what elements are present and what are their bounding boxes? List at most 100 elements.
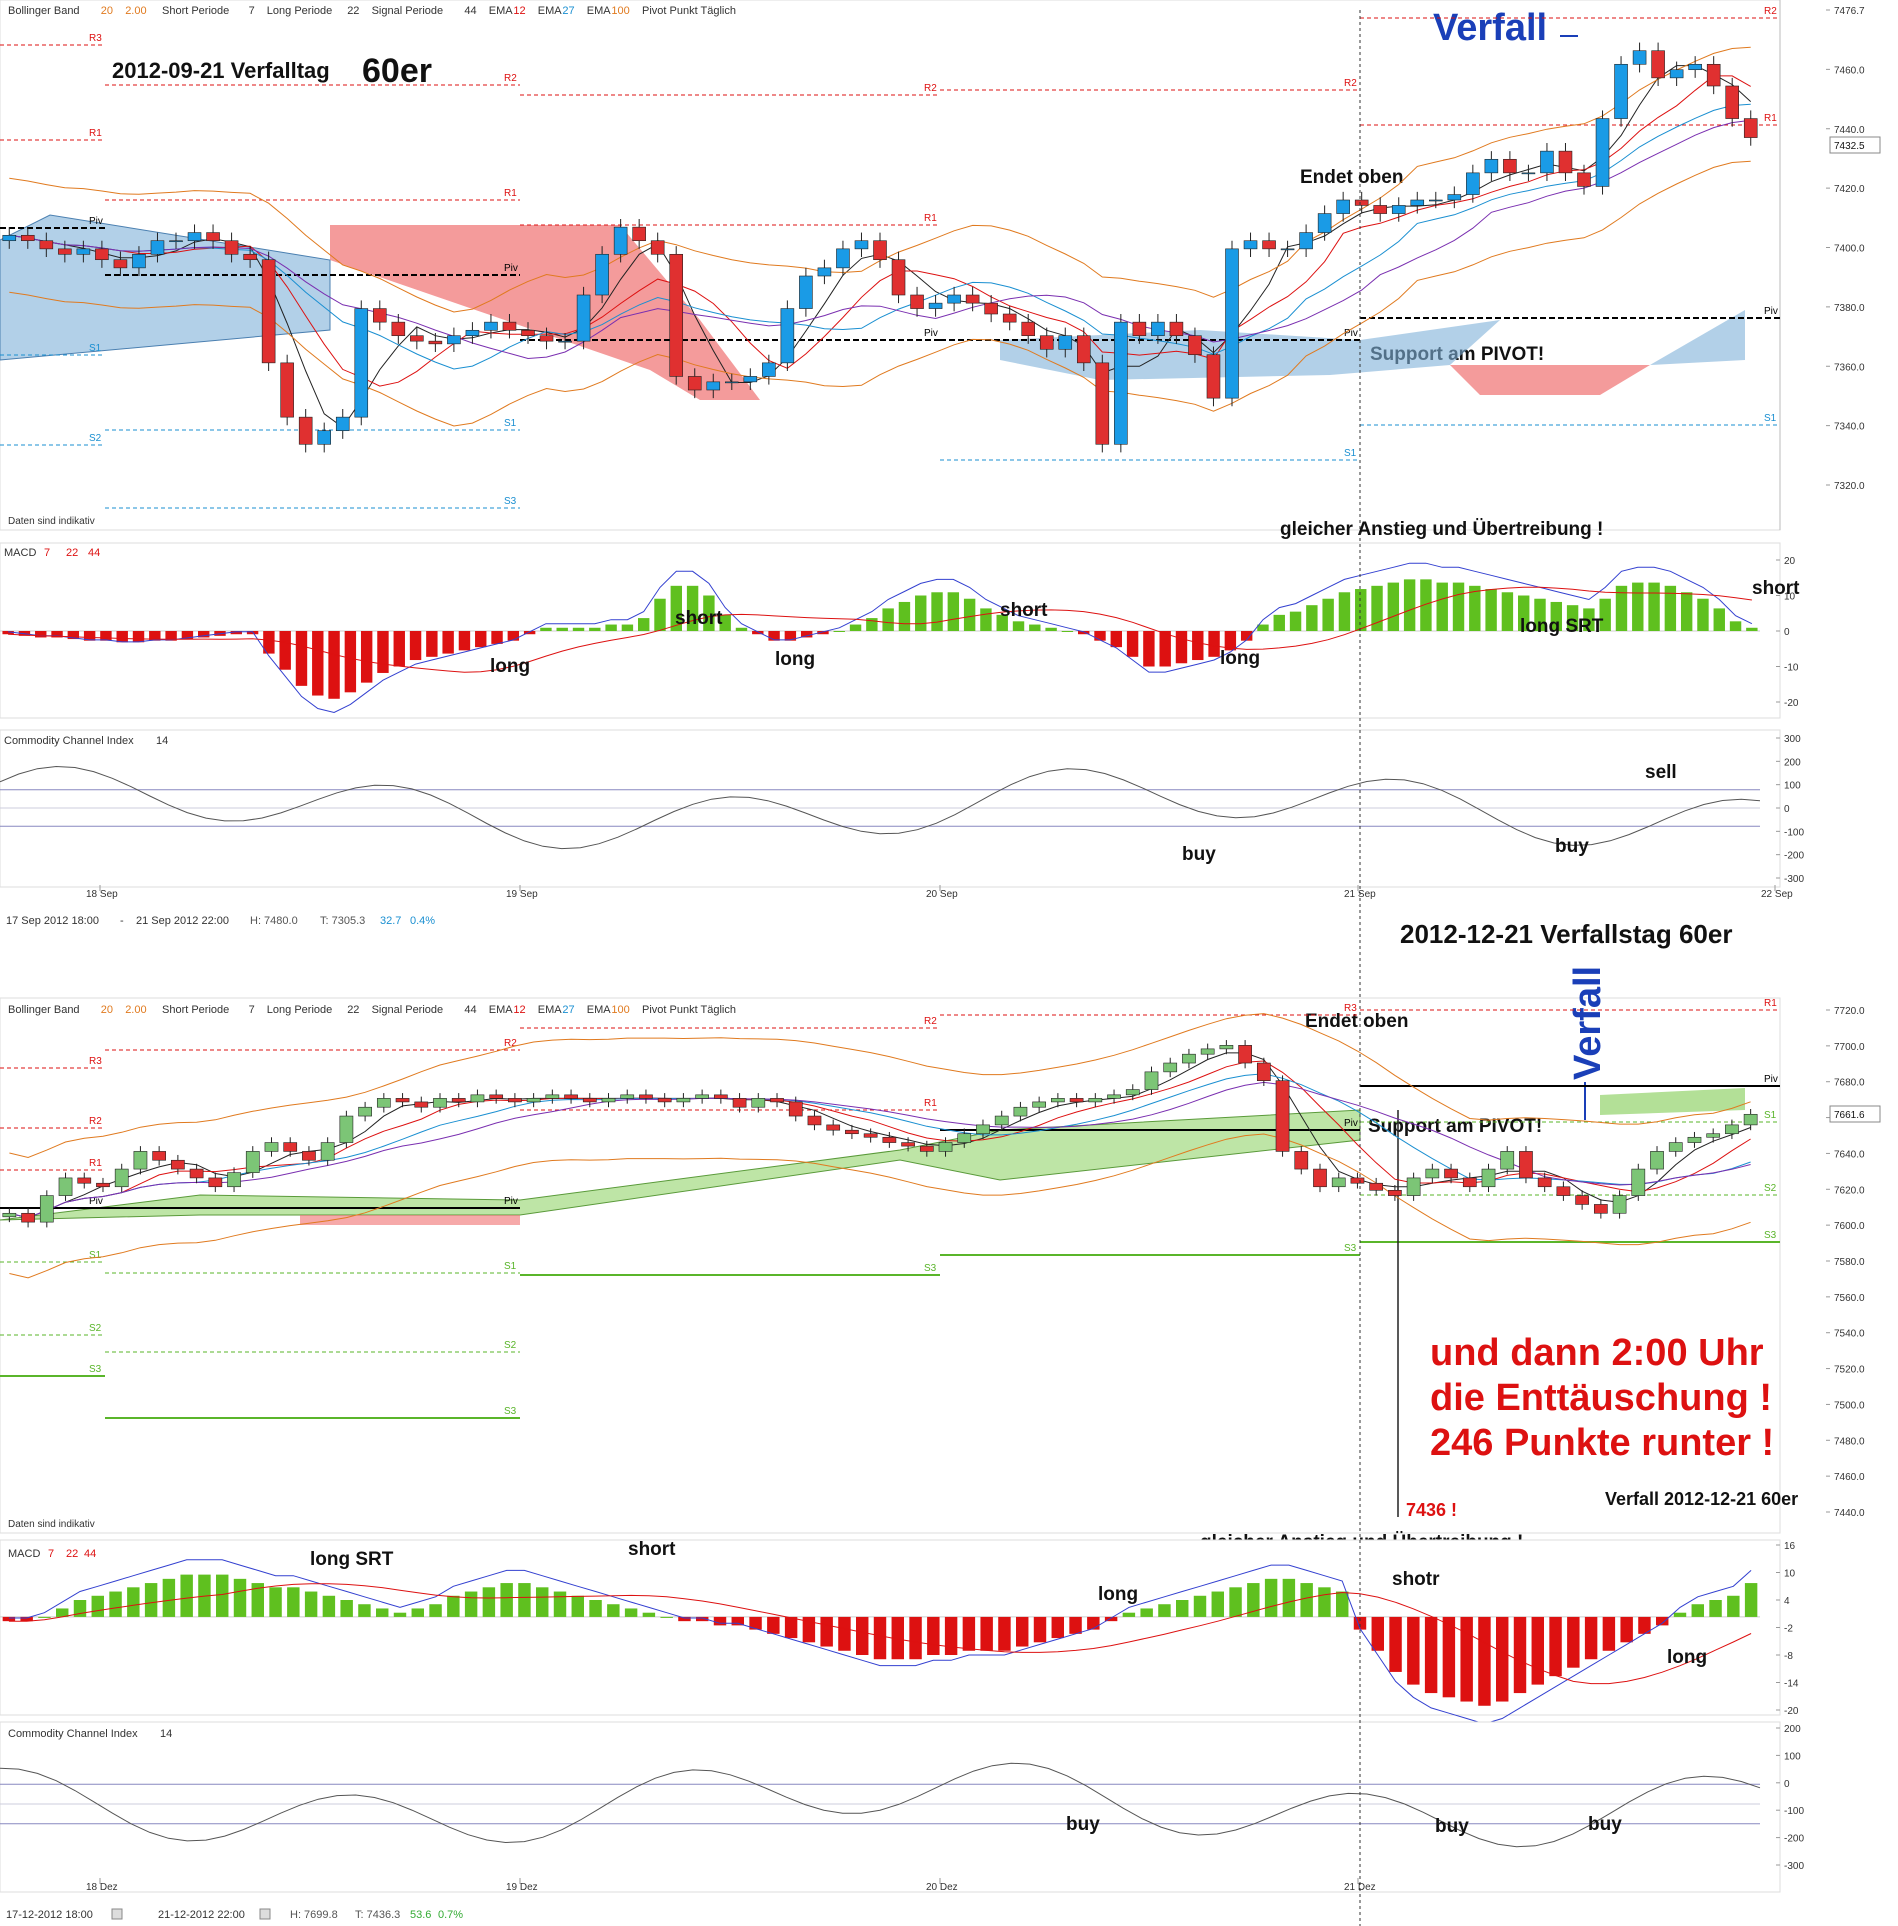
candle-body — [58, 1177, 73, 1196]
axis-tick-label: 7460.0 — [1834, 65, 1865, 76]
macd-bar — [1744, 1583, 1758, 1617]
candle-body — [1262, 240, 1276, 250]
candle-body — [76, 248, 91, 255]
date-label: 22 Sep — [1761, 889, 1793, 900]
bottom-macd-axis: 16 10 4 -2 -8 -14 -20 — [1776, 1541, 1799, 1717]
axis-tick-label: 200 — [1784, 757, 1801, 768]
candle-body — [1317, 213, 1332, 233]
top-footer: 17 Sep 2012 18:00 - 21 Sep 2012 22:00 H:… — [6, 915, 435, 927]
candle-body — [502, 321, 517, 331]
candle-body — [1107, 1094, 1121, 1099]
macd-bar — [735, 627, 748, 631]
macd-bar — [1469, 585, 1481, 631]
macd-bar — [1680, 592, 1693, 631]
pivot-level-label: Piv — [504, 263, 518, 274]
svg-text:T: 7305.3: T: 7305.3 — [320, 915, 365, 927]
macd-bar — [1436, 582, 1448, 631]
macd-bar — [589, 1600, 602, 1617]
macd-bar — [1318, 1587, 1331, 1617]
candle-body — [317, 430, 331, 445]
candle-body — [373, 308, 387, 323]
header-item: 44 — [464, 1004, 476, 1016]
candle-body — [1069, 1098, 1084, 1103]
candle-body — [901, 1142, 915, 1147]
candle-body — [1651, 50, 1665, 79]
candle-body — [1593, 1204, 1608, 1214]
candle-body — [1540, 150, 1554, 174]
macd-bar — [1496, 1616, 1509, 1702]
macd-bar — [447, 1595, 460, 1617]
pivot-level-label: S2 — [89, 433, 102, 444]
svg-text:0.7%: 0.7% — [438, 1909, 463, 1921]
top-cci-signals: buy buy sell — [1182, 762, 1677, 865]
candle-body — [1013, 1106, 1028, 1117]
macd-bar — [849, 624, 862, 631]
calendar-icon — [111, 1908, 123, 1920]
candle-body — [826, 1124, 841, 1131]
candle-body — [1631, 1168, 1646, 1196]
candle-body — [1612, 1195, 1627, 1214]
header-item: Short Periode — [162, 5, 229, 17]
header-item: 27 — [562, 1004, 574, 1016]
top-endet-oben: Endet oben — [1300, 167, 1403, 188]
svg-text:-: - — [120, 915, 124, 927]
pivot-level-label: Piv — [1764, 306, 1778, 317]
macd-bar — [719, 614, 731, 631]
bottom-cci-axis: 200 100 0 -100 -200 -300 — [1776, 1724, 1804, 1872]
bottom-candles — [2, 1040, 1758, 1228]
candle-body — [187, 232, 202, 242]
macd-bar — [731, 1616, 744, 1626]
macd-bar — [1208, 631, 1220, 657]
macd-bar — [322, 1595, 336, 1617]
signal-label: long — [1220, 648, 1260, 669]
macd-bar — [927, 1616, 940, 1655]
macd-line — [8, 562, 1753, 714]
macd-bar — [328, 631, 340, 699]
candle-body — [1521, 172, 1536, 175]
macd-bar — [947, 592, 960, 631]
candle-body — [1354, 199, 1369, 206]
axis-tick-label: 10 — [1784, 1569, 1796, 1580]
bottom-date-axis: 18 Dez 19 Dez 20 Dez 21 Dez — [86, 1878, 1376, 1893]
macd-bar — [768, 631, 780, 641]
candle-body — [1182, 1053, 1196, 1064]
macd-bar — [749, 1616, 762, 1630]
bottom-title: 2012-12-21 Verfallstag 60er — [1400, 919, 1732, 949]
pivot-level-label: S2 — [1764, 1183, 1777, 1194]
candle-body — [21, 1212, 35, 1223]
candle-body — [595, 253, 609, 296]
signal-label: long — [1098, 1584, 1138, 1605]
pivot-level-label: R2 — [1764, 6, 1777, 17]
axis-tick-label: 7580.0 — [1834, 1257, 1865, 1268]
macd-bar — [536, 1587, 549, 1617]
candle-body — [1614, 63, 1628, 119]
candle-body — [539, 335, 554, 342]
candle-body — [1088, 1098, 1103, 1103]
pivot-level-label: Piv — [89, 1196, 103, 1207]
header-item: 12 — [513, 1004, 525, 1016]
candle-body — [1447, 194, 1462, 201]
axis-tick-label: 7360.0 — [1834, 362, 1865, 373]
candle-body — [133, 1151, 148, 1170]
candle-body — [465, 329, 480, 337]
candle-body — [489, 1094, 504, 1099]
ma-line — [9, 75, 1751, 387]
candle-body — [1425, 1168, 1440, 1179]
bottom-price-axis: 7720.0 7700.0 7680.0 7661.6 7640.0 7620.0 7600… — [1826, 1006, 1865, 1519]
candle-body — [732, 1098, 747, 1108]
candle-body — [1537, 1177, 1552, 1188]
macd-bar — [1355, 589, 1367, 631]
axis-tick-label: 7640.0 — [1834, 1149, 1865, 1160]
candle-body — [1077, 335, 1091, 364]
candle-body — [2, 234, 17, 242]
macd-bar — [605, 624, 617, 631]
candle-body — [957, 1133, 972, 1143]
macd-signal-line — [8, 1583, 1752, 1685]
macd-bar — [1300, 1583, 1313, 1617]
candle-body — [1313, 1168, 1327, 1188]
candle-body — [243, 253, 257, 261]
pivot-level-label: Piv — [89, 216, 103, 227]
macd-bar — [263, 631, 275, 654]
candle-body — [96, 1182, 110, 1188]
candle-body — [150, 240, 165, 255]
